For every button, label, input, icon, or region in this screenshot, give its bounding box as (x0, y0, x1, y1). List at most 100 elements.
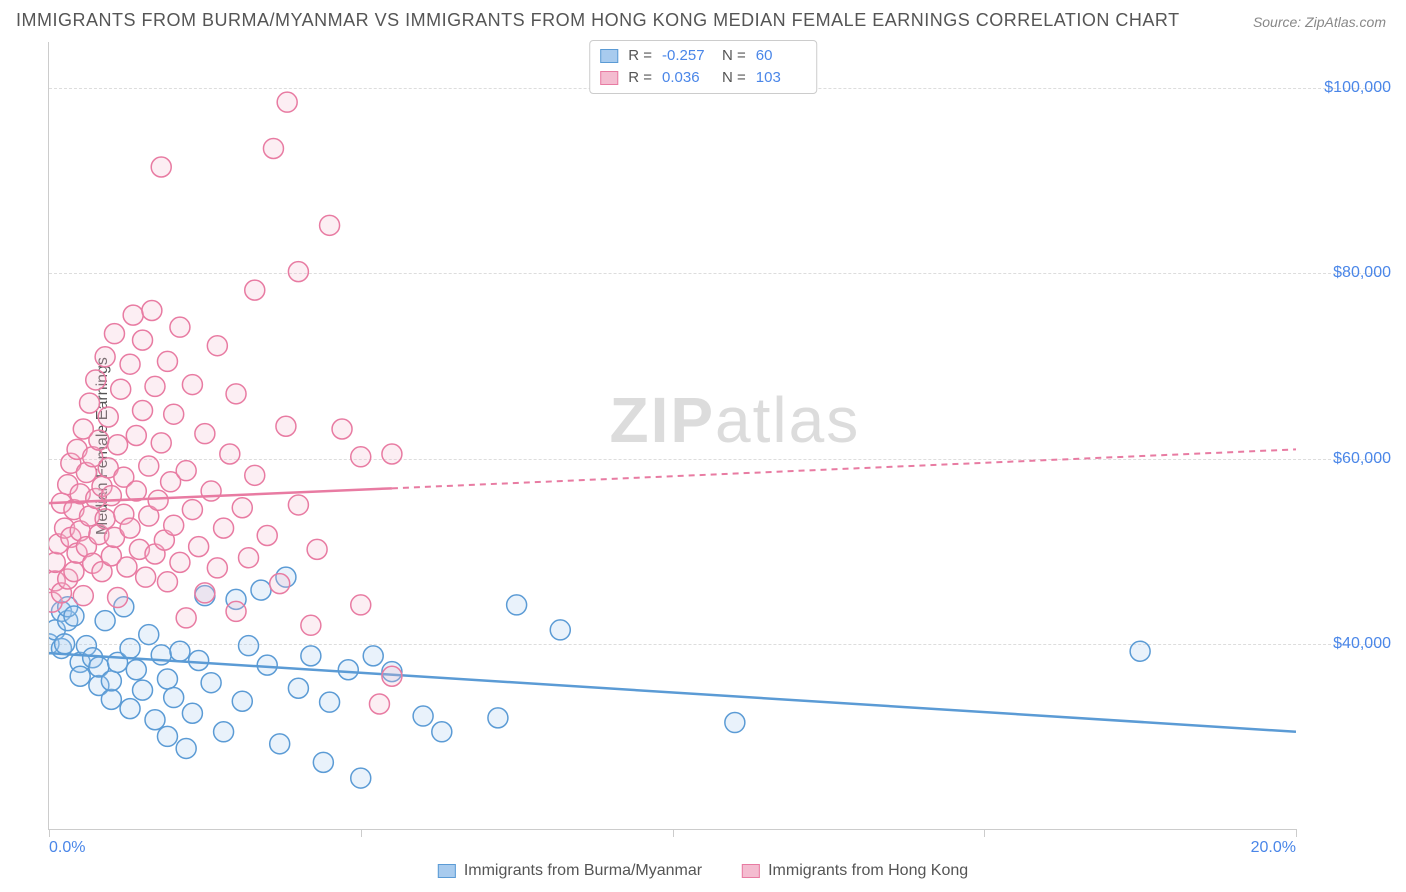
n-value: 60 (756, 45, 806, 67)
series-legend: Immigrants from Burma/Myanmar Immigrants … (438, 862, 968, 880)
data-point (288, 262, 308, 282)
data-point (133, 680, 153, 700)
data-point (101, 486, 121, 506)
data-point (550, 620, 570, 640)
data-point (507, 595, 527, 615)
trend-line (49, 653, 1296, 732)
data-point (145, 376, 165, 396)
data-point (432, 722, 452, 742)
data-point (195, 424, 215, 444)
data-point (369, 694, 389, 714)
data-point (277, 92, 297, 112)
data-point (139, 456, 159, 476)
data-point (64, 562, 84, 582)
legend-label: Immigrants from Hong Kong (768, 862, 968, 880)
data-point (182, 703, 202, 723)
data-point (108, 435, 128, 455)
data-point (164, 688, 184, 708)
data-point (245, 465, 265, 485)
data-point (98, 407, 118, 427)
y-tick-label: $60,000 (1333, 450, 1391, 468)
chart-plot-area: ZIPatlas $40,000$60,000$80,000$100,0000.… (48, 42, 1296, 830)
data-point (120, 354, 140, 374)
data-point (488, 708, 508, 728)
data-point (117, 557, 137, 577)
data-point (182, 500, 202, 520)
data-point (301, 646, 321, 666)
x-tick-mark (673, 829, 674, 837)
data-point (95, 611, 115, 631)
data-point (70, 666, 90, 686)
r-label: R = (628, 67, 652, 89)
data-point (120, 638, 140, 658)
data-point (148, 490, 168, 510)
data-point (157, 351, 177, 371)
data-point (101, 689, 121, 709)
data-point (232, 691, 252, 711)
data-point (95, 347, 115, 367)
data-point (725, 713, 745, 733)
data-point (226, 384, 246, 404)
stats-row: R = 0.036 N = 103 (600, 67, 806, 89)
data-point (126, 426, 146, 446)
data-point (320, 692, 340, 712)
data-point (189, 650, 209, 670)
data-point (176, 608, 196, 628)
data-point (120, 518, 140, 538)
data-point (170, 552, 190, 572)
data-point (133, 401, 153, 421)
data-point (207, 336, 227, 356)
r-value: -0.257 (662, 45, 712, 67)
r-value: 0.036 (662, 67, 712, 89)
x-tick-mark (361, 829, 362, 837)
x-tick-label: 0.0% (49, 839, 85, 857)
data-point (176, 738, 196, 758)
data-point (64, 606, 84, 626)
stats-legend: R = -0.257 N = 60 R = 0.036 N = 103 (589, 40, 817, 94)
data-point (288, 678, 308, 698)
data-point (245, 280, 265, 300)
data-point (214, 722, 234, 742)
n-label: N = (722, 67, 746, 89)
data-point (307, 539, 327, 559)
data-point (123, 305, 143, 325)
data-point (382, 666, 402, 686)
data-point (151, 433, 171, 453)
data-point (157, 572, 177, 592)
y-tick-label: $100,000 (1324, 79, 1391, 97)
data-point (226, 601, 246, 621)
data-point (332, 419, 352, 439)
data-point (104, 324, 124, 344)
data-point (189, 537, 209, 557)
data-point (239, 548, 259, 568)
data-point (232, 498, 252, 518)
series-swatch (438, 864, 456, 878)
data-point (201, 673, 221, 693)
data-point (133, 330, 153, 350)
r-label: R = (628, 45, 652, 67)
data-point (363, 646, 383, 666)
data-point (80, 393, 100, 413)
series-swatch (600, 49, 618, 63)
data-point (201, 481, 221, 501)
legend-label: Immigrants from Burma/Myanmar (464, 862, 702, 880)
series-swatch (742, 864, 760, 878)
data-point (157, 669, 177, 689)
data-point (1130, 641, 1150, 661)
data-point (413, 706, 433, 726)
data-point (251, 580, 271, 600)
data-point (301, 615, 321, 635)
n-value: 103 (756, 67, 806, 89)
data-point (101, 671, 121, 691)
data-point (382, 444, 402, 464)
n-label: N = (722, 45, 746, 67)
data-point (89, 430, 109, 450)
data-point (151, 645, 171, 665)
chart-title: IMMIGRANTS FROM BURMA/MYANMAR VS IMMIGRA… (16, 10, 1180, 31)
data-point (313, 752, 333, 772)
data-point (257, 525, 277, 545)
legend-item: Immigrants from Hong Kong (742, 862, 968, 880)
scatter-svg (49, 42, 1296, 829)
y-tick-label: $40,000 (1333, 635, 1391, 653)
data-point (86, 370, 106, 390)
